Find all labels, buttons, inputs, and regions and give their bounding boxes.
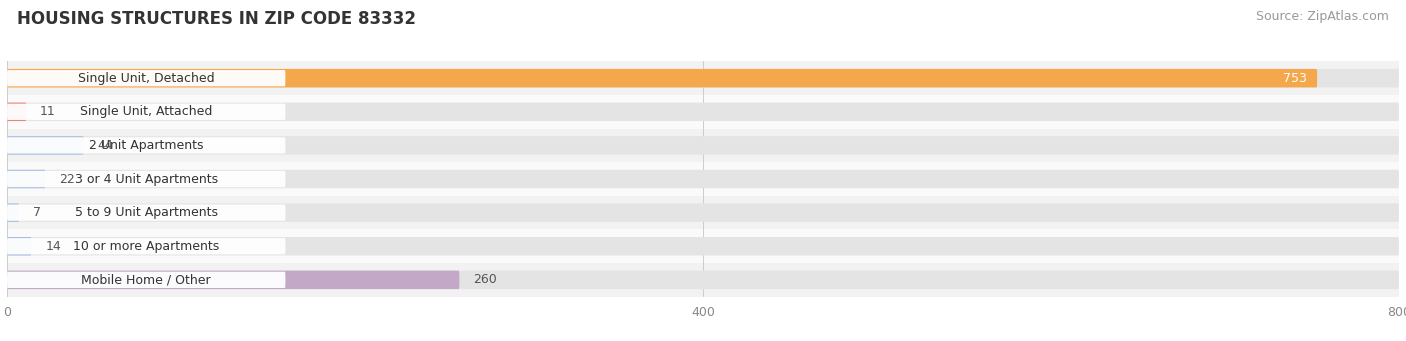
Text: 2 Unit Apartments: 2 Unit Apartments	[89, 139, 204, 152]
Text: 260: 260	[474, 273, 498, 286]
FancyBboxPatch shape	[7, 70, 285, 86]
FancyBboxPatch shape	[7, 136, 1399, 155]
FancyBboxPatch shape	[7, 203, 20, 222]
FancyBboxPatch shape	[7, 171, 285, 187]
Text: 3 or 4 Unit Apartments: 3 or 4 Unit Apartments	[75, 173, 218, 186]
Text: 44: 44	[97, 139, 114, 152]
Text: 10 or more Apartments: 10 or more Apartments	[73, 240, 219, 253]
FancyBboxPatch shape	[7, 203, 1399, 222]
FancyBboxPatch shape	[7, 103, 1399, 121]
FancyBboxPatch shape	[7, 137, 285, 153]
FancyBboxPatch shape	[7, 170, 45, 188]
FancyBboxPatch shape	[7, 103, 27, 121]
Bar	[7, 162, 1399, 196]
FancyBboxPatch shape	[7, 69, 1399, 87]
FancyBboxPatch shape	[7, 237, 31, 255]
Text: Single Unit, Attached: Single Unit, Attached	[80, 105, 212, 118]
FancyBboxPatch shape	[7, 136, 83, 155]
FancyBboxPatch shape	[7, 205, 285, 221]
Bar	[7, 95, 1399, 129]
Bar	[7, 196, 1399, 229]
Text: 753: 753	[1282, 72, 1306, 85]
Text: 14: 14	[45, 240, 60, 253]
FancyBboxPatch shape	[7, 271, 460, 289]
Bar	[7, 61, 1399, 95]
Bar	[7, 229, 1399, 263]
Text: Single Unit, Detached: Single Unit, Detached	[77, 72, 215, 85]
FancyBboxPatch shape	[7, 272, 285, 288]
Bar	[7, 129, 1399, 162]
Text: Mobile Home / Other: Mobile Home / Other	[82, 273, 211, 286]
Text: HOUSING STRUCTURES IN ZIP CODE 83332: HOUSING STRUCTURES IN ZIP CODE 83332	[17, 10, 416, 28]
Text: Source: ZipAtlas.com: Source: ZipAtlas.com	[1256, 10, 1389, 23]
FancyBboxPatch shape	[7, 271, 1399, 289]
Text: 7: 7	[34, 206, 41, 219]
FancyBboxPatch shape	[7, 238, 285, 254]
Bar	[7, 263, 1399, 297]
FancyBboxPatch shape	[7, 69, 1317, 87]
Text: 11: 11	[41, 105, 56, 118]
FancyBboxPatch shape	[7, 104, 285, 120]
Text: 22: 22	[59, 173, 75, 186]
FancyBboxPatch shape	[7, 237, 1399, 255]
Text: 5 to 9 Unit Apartments: 5 to 9 Unit Apartments	[75, 206, 218, 219]
FancyBboxPatch shape	[7, 170, 1399, 188]
